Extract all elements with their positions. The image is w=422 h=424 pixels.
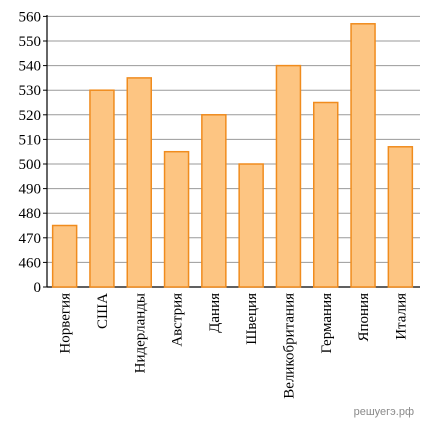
watermark: решуегэ.рф (353, 406, 414, 418)
x-tick-label-4: Австрия (170, 293, 186, 347)
x-tick-label-6: Швеция (244, 293, 260, 345)
y-tick-label-560: 560 (19, 9, 42, 25)
bars (51, 23, 414, 288)
x-tick-label-1: Норвегия (58, 293, 74, 354)
bar-3 (126, 77, 152, 288)
y-tick-label-530: 530 (19, 83, 42, 99)
x-tick-label-5: Дания (207, 293, 223, 333)
y-tick-label-490: 490 (19, 182, 42, 198)
y-tick-label-0: 0 (34, 280, 42, 296)
bar-8 (313, 101, 339, 288)
x-tick-label-2: США (95, 293, 111, 329)
y-tick-label-550: 550 (19, 34, 42, 50)
y-tick-label-480: 480 (19, 206, 42, 222)
x-tick-label-8: Германия (319, 293, 335, 354)
bar-9 (350, 23, 376, 288)
x-axis-labels: Норвегия США Нидерланды Австрия Дания Швеция В… (58, 293, 410, 399)
y-tick-label-460: 460 (19, 255, 42, 271)
y-tick-label-510: 510 (19, 132, 42, 148)
y-tick-label-500: 500 (19, 157, 42, 173)
y-tick-label-470: 470 (19, 231, 42, 247)
x-tick-label-3: Нидерланды (132, 293, 148, 373)
bar-10 (387, 146, 414, 288)
y-tick-label-540: 540 (19, 59, 42, 75)
x-tick-label-7: Великобритания (281, 293, 297, 399)
bar-2 (89, 89, 115, 288)
bar-7 (275, 64, 302, 288)
bar-5 (201, 114, 227, 288)
y-axis-ticks: 0 460 470 480 490 500 510 520 530 540 550 560 (19, 9, 47, 296)
bar-4 (163, 150, 190, 288)
x-tick-label-9: Япония (356, 293, 372, 342)
bar-1 (51, 224, 78, 288)
x-tick-label-10: Италия (393, 293, 409, 340)
y-tick-label-520: 520 (19, 108, 42, 124)
bar-6 (238, 163, 264, 288)
